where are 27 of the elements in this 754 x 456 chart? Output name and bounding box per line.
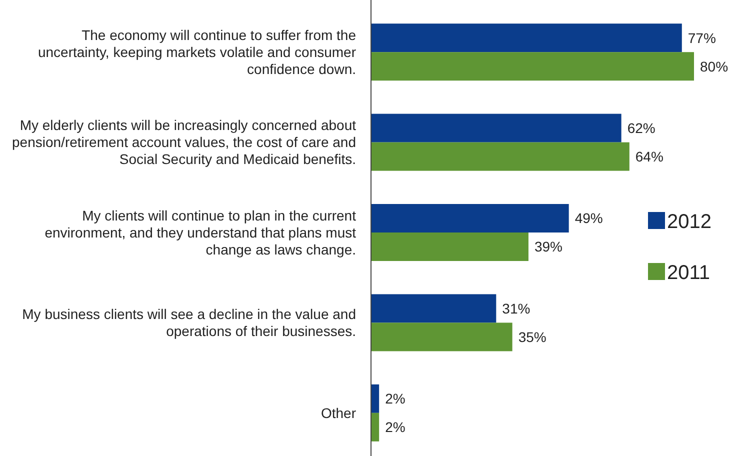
data-label: 39% [534, 238, 562, 255]
y-tick-label: My clients will continue to plan in the current environment, and they understand that plans must change as laws change. [44, 207, 356, 258]
data-label: 77% [688, 30, 716, 46]
bar [371, 52, 694, 81]
y-tick-label: My elderly clients will be increasingly concerned about pension/retirement account values, the cost of care and Social Security and Medicaid benefits. [12, 117, 356, 168]
data-label: 35% [518, 328, 546, 345]
y-tick-label: The economy will continue to suffer from the uncertainty, keeping markets volatile and consumer confidence down. [38, 27, 356, 77]
data-label: 2% [385, 419, 406, 436]
bar [371, 204, 569, 232]
bar [371, 142, 630, 171]
data-label: 31% [502, 300, 530, 316]
bar [371, 294, 496, 323]
data-label: 62% [627, 120, 656, 136]
data-label: 80% [700, 58, 728, 74]
bar [371, 114, 622, 142]
bar [371, 24, 682, 52]
data-label: 49% [574, 210, 603, 226]
bar [371, 384, 380, 413]
bar [371, 232, 528, 261]
bar [371, 412, 380, 442]
data-label: 64% [635, 148, 664, 164]
y-tick-label: My business clients will see a decline in the value and operations of their businesses. [22, 306, 356, 340]
y-tick-label: Other [320, 404, 356, 421]
legend-label: 2012 [667, 211, 712, 233]
data-label: 2% [385, 390, 406, 407]
legend-label: 2011 [667, 262, 710, 284]
bar [371, 322, 512, 352]
